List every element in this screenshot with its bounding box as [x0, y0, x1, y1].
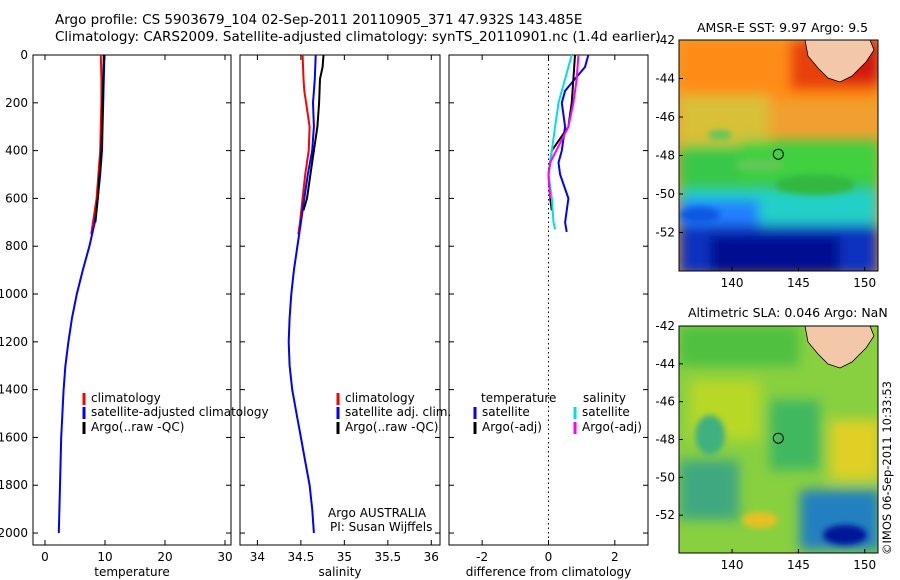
pi-annotation: PI: Susan Wijffels	[330, 520, 432, 534]
depth-tick-label: 0	[20, 48, 28, 62]
depth-tick-label: 1200	[0, 335, 28, 349]
sla_map-ytick-label: -44	[655, 357, 675, 371]
salinity-series-line	[302, 54, 325, 211]
sst_map-argo-marker	[772, 148, 784, 160]
sla_map-ytick-label: -42	[655, 319, 675, 333]
difference-legend-salt-satellite-label: satellite	[582, 405, 630, 419]
salinity-series-line	[297, 54, 311, 235]
sst_map-ytick-label: -46	[655, 110, 675, 124]
temperature-series-line	[57, 54, 106, 534]
header-title-line1: Argo profile: CS 5903679_104 02-Sep-2011…	[55, 12, 583, 28]
depth-tick-label: 600	[5, 191, 28, 205]
difference-xtick-label: 2	[611, 550, 619, 564]
difference-series-line	[547, 54, 573, 230]
sst_map-xtick-label: 140	[721, 276, 744, 290]
depth-tick-label: 1400	[0, 383, 28, 397]
difference-legend-header-temperature: temperature	[481, 391, 556, 405]
sla_map-ytick-label: -46	[655, 395, 675, 409]
salinity-xlabel: salinity	[318, 565, 361, 579]
depth-tick-label: 400	[5, 144, 28, 158]
salinity-xtick-label: 34	[250, 550, 265, 564]
temperature-xtick-label: 10	[97, 550, 112, 564]
temperature-series-line	[94, 54, 105, 223]
salinity-xtick-label: 35.5	[374, 550, 401, 564]
temperature-legend-satellite-label: satellite-adjusted climatology	[91, 405, 269, 419]
imos-timestamp: ©IMOS 06-Sep-2011 10:33:53	[880, 381, 894, 555]
sla-map-title: Altimetric SLA: 0.046 Argo: NaN	[688, 305, 888, 320]
depth-tick-label: 2000	[0, 526, 28, 540]
sla_map-xtick-label: 150	[853, 558, 876, 572]
difference-series-line	[547, 54, 576, 211]
salinity-legend-climatology-label: climatology	[345, 391, 415, 405]
salinity-series-line	[287, 54, 317, 534]
difference-xtick-label: 0	[545, 550, 553, 564]
difference-legend-header-salinity: salinity	[583, 391, 626, 405]
sla_map-ytick-label: -50	[655, 470, 675, 484]
temperature-xlabel: temperature	[94, 565, 169, 579]
sst_map-ytick-label: -44	[655, 72, 675, 86]
sla_map-argo-marker	[772, 432, 784, 444]
depth-tick-label: 200	[5, 96, 28, 110]
salinity-xtick-label: 35	[337, 550, 352, 564]
difference-xlabel: difference from climatology	[466, 565, 632, 579]
sla-map-field	[679, 326, 878, 553]
sst_map-xtick-label: 145	[787, 276, 810, 290]
sst_map-ytick-label: -48	[655, 149, 675, 163]
sst-map-title: AMSR-E SST: 9.97 Argo: 9.5	[697, 20, 869, 35]
header-title-line2: Climatology: CARS2009. Satellite-adjuste…	[55, 29, 661, 45]
difference-legend-temp-satellite-label: satellite	[482, 405, 530, 419]
temperature-xtick-label: 0	[41, 550, 49, 564]
temperature-legend-argo-label: Argo(..raw -QC)	[91, 420, 184, 434]
temperature-axes-frame	[32, 54, 232, 546]
depth-tick-label: 800	[5, 239, 28, 253]
depth-tick-label: 1000	[0, 287, 28, 301]
salinity-axes-frame	[239, 54, 441, 546]
salinity-legend-argo-label: Argo(..raw -QC)	[345, 420, 438, 434]
sst_map-xtick-label: 150	[853, 276, 876, 290]
argo-program-annotation: Argo AUSTRALIA	[328, 506, 427, 520]
sla_map-xtick-label: 140	[721, 558, 744, 572]
temperature-xtick-label: 20	[157, 550, 172, 564]
sst_map-ytick-label: -52	[655, 226, 675, 240]
sst_map-ytick-label: -50	[655, 187, 675, 201]
depth-tick-label: 1800	[0, 478, 28, 492]
salinity-xtick-label: 36	[424, 550, 439, 564]
depth-tick-label: 1600	[0, 430, 28, 444]
sla_map-xtick-label: 145	[787, 558, 810, 572]
sla_map-ytick-label: -52	[655, 508, 675, 522]
sst-map-field	[679, 40, 878, 271]
salinity-legend-satellite-label: satellite adj. clim.	[345, 405, 451, 419]
difference-legend-temp-argo-label: Argo(-adj)	[482, 420, 542, 434]
sla_map-ytick-label: -48	[655, 433, 675, 447]
salinity-xtick-label: 34.5	[288, 550, 315, 564]
sst_map-ytick-label: -42	[655, 33, 675, 47]
temperature-series-line	[90, 54, 103, 235]
temperature-xtick-label: 30	[217, 550, 232, 564]
difference-xtick-label: -2	[476, 550, 488, 564]
difference-series-line	[547, 54, 580, 199]
temperature-legend-climatology-label: climatology	[91, 391, 161, 405]
difference-legend-salt-argo-label: Argo(-adj)	[582, 420, 642, 434]
